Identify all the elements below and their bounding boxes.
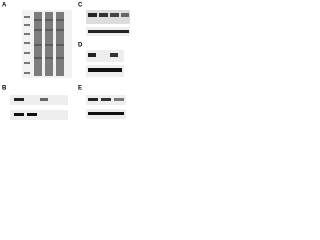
blot-b [10,95,68,120]
panel-label: A [2,3,7,9]
gel-a [22,10,72,78]
blot-e [86,95,126,119]
panel-label: D [78,43,83,49]
blot-d [86,50,124,77]
panel-label: B [2,86,7,92]
blot-c [86,10,130,36]
panel-label: E [78,86,82,92]
panel-label: C [78,3,83,9]
figure: A B C [2,3,130,120]
